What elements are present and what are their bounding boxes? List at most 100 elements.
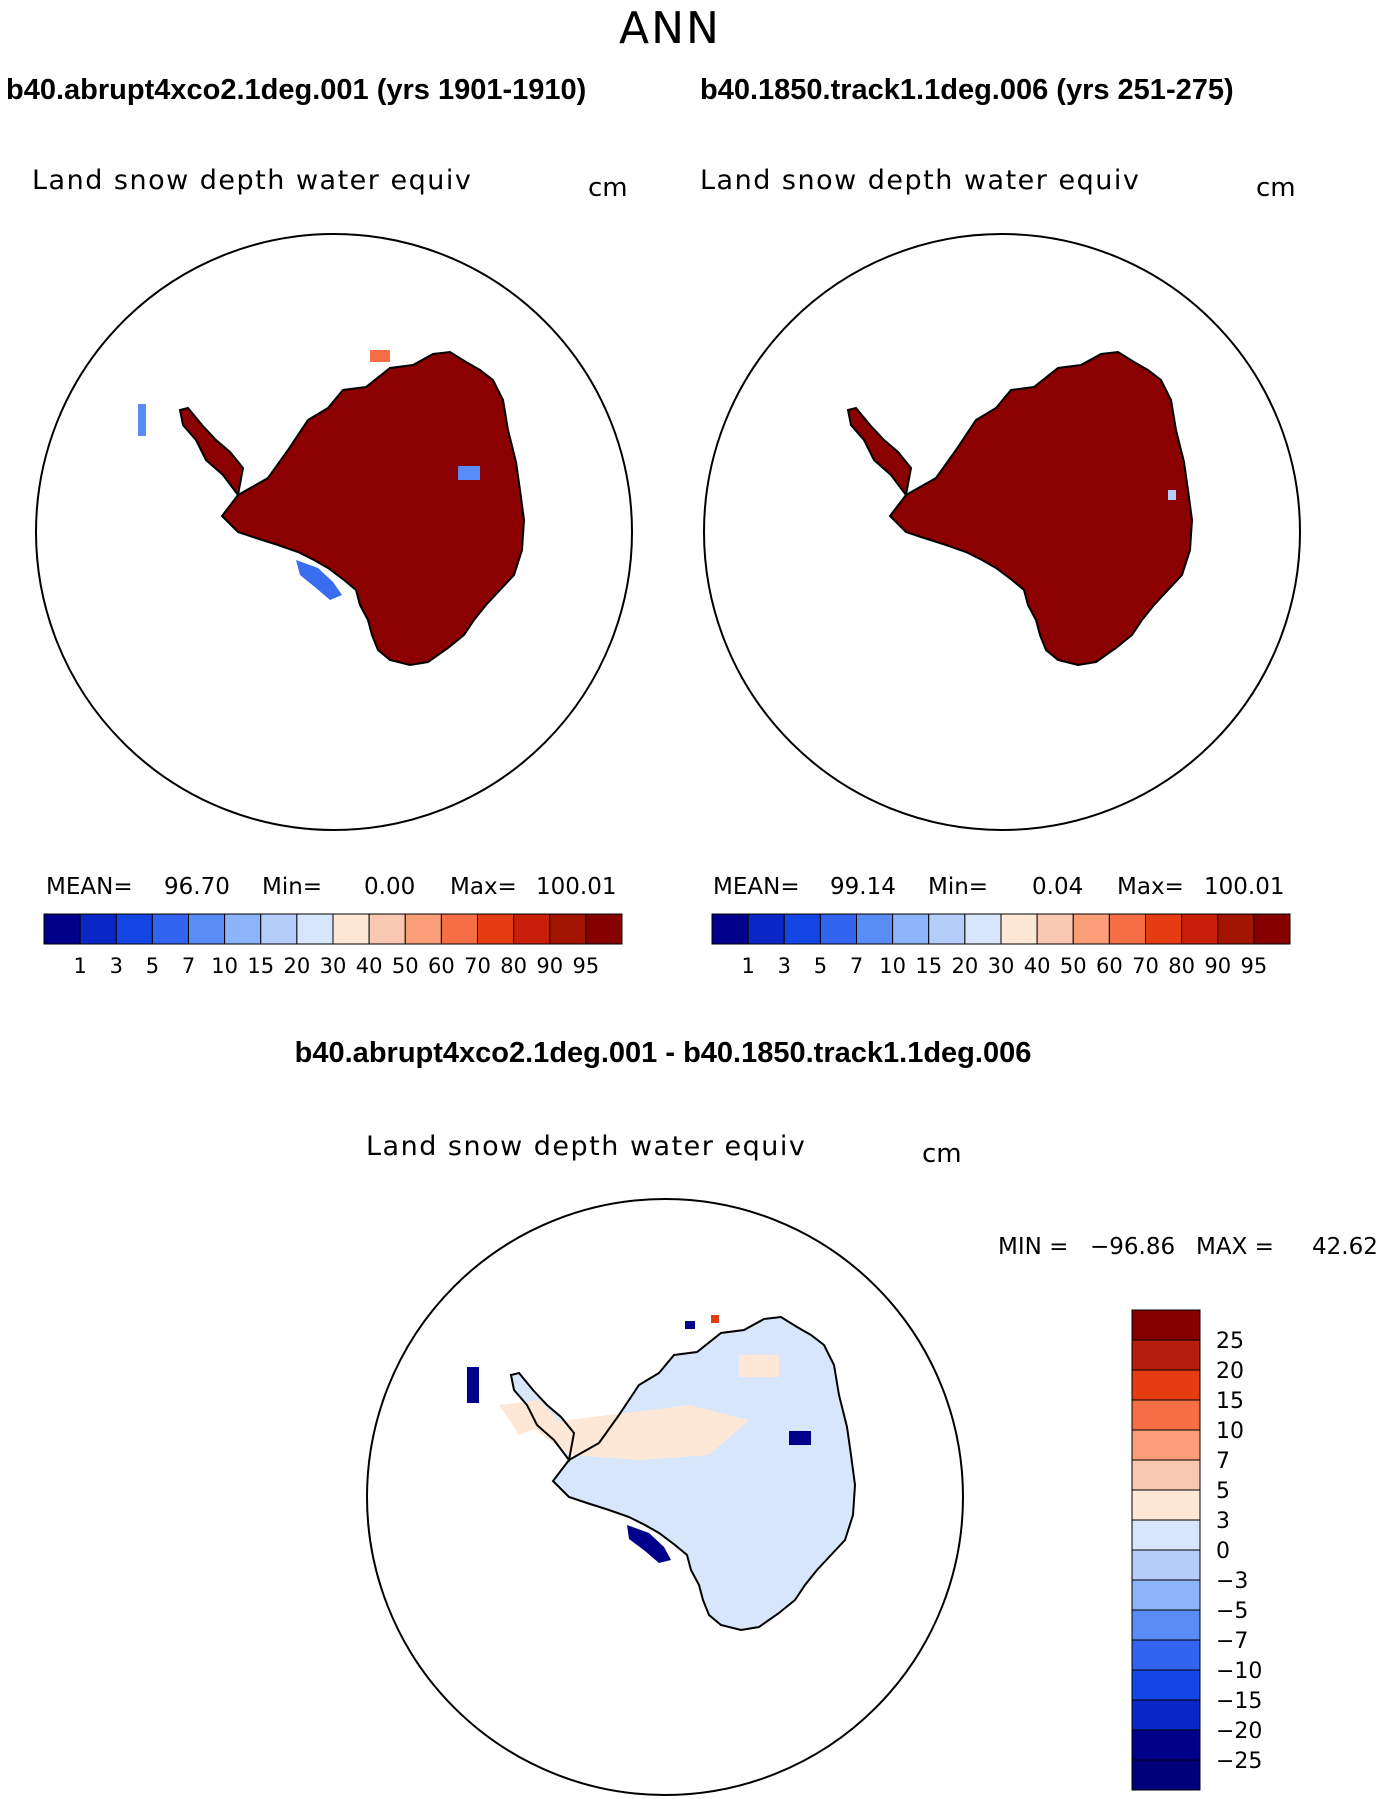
colorbar-tick-label: 5 — [814, 954, 827, 978]
colorbar-tick-label: 5 — [146, 954, 159, 978]
panel-difference: b40.abrupt4xco2.1deg.001 - b40.1850.trac… — [295, 1037, 1378, 1796]
colorbar-tick-label: 3 — [1216, 1509, 1230, 1534]
peninsula-blue-patch — [138, 404, 146, 436]
colorbar-tick-label: 30 — [988, 954, 1015, 978]
stats-max-label: Max= — [450, 874, 517, 900]
colorbar-tick-label: 15 — [1216, 1389, 1244, 1414]
colorbar-swatch — [1145, 913, 1183, 945]
units-label: cm — [922, 1139, 962, 1169]
colorbar-swatch — [1131, 1309, 1201, 1341]
colorbar-swatch — [1131, 1369, 1201, 1401]
stats-max-value: 100.01 — [1204, 874, 1284, 900]
colorbar-swatch — [1131, 1399, 1201, 1431]
colorbar-swatch — [1131, 1669, 1201, 1701]
units-label: cm — [1256, 173, 1296, 203]
stats-min-label: MIN = — [998, 1234, 1068, 1260]
colorbar-swatch — [1131, 1609, 1201, 1641]
stats-mean-label: MEAN= — [46, 874, 133, 900]
colorbar-swatch — [1131, 1429, 1201, 1461]
colorbar-tick-label: 80 — [500, 954, 527, 978]
colorbar-swatch — [188, 913, 226, 945]
colorbar-tick-label: −20 — [1216, 1719, 1262, 1744]
colorbar-swatch — [404, 913, 442, 945]
variable-label: Land snow depth water equiv — [700, 165, 1140, 196]
panel-top-right: b40.1850.track1.1deg.006 (yrs 251-275) L… — [700, 74, 1301, 978]
colorbar-swatch — [513, 913, 551, 945]
stats-min-label: Min= — [928, 874, 988, 900]
colorbar-abs-right: 1 3 5 7 10 15 20 30 40 50 60 70 80 90 95 — [711, 913, 1291, 978]
colorbar-swatch — [1000, 913, 1038, 945]
colorbar-swatch — [1131, 1519, 1201, 1551]
colorbar-tick-label: 10 — [211, 954, 238, 978]
peninsula-negative-patch — [467, 1367, 479, 1403]
colorbar-tick-label: 7 — [182, 954, 195, 978]
colorbar-swatch — [856, 913, 894, 945]
colorbar-tick-label: 20 — [1216, 1359, 1244, 1384]
colorbar-tick-label: 20 — [952, 954, 979, 978]
colorbar-swatch — [711, 913, 749, 945]
stats-min-value: 0.04 — [1032, 874, 1083, 900]
colorbar-tick-label: 95 — [1241, 954, 1268, 978]
colorbar-tick-label: 90 — [536, 954, 563, 978]
colorbar-swatch — [1072, 913, 1110, 945]
antarctica-snow-field — [138, 350, 525, 666]
coast-positive-patch — [711, 1315, 719, 1323]
colorbar-swatch — [1131, 1639, 1201, 1671]
colorbar-tick-label: 3 — [110, 954, 123, 978]
colorbar-tick-label: −10 — [1216, 1659, 1262, 1684]
colorbar-abs-left: 1 3 5 7 10 15 20 30 40 50 60 70 80 90 95 — [43, 913, 623, 978]
stats-mean-value: 99.14 — [830, 874, 896, 900]
colorbar-swatch — [260, 913, 298, 945]
colorbar-tick-label: 50 — [1060, 954, 1087, 978]
variable-label: Land snow depth water equiv — [32, 165, 472, 196]
colorbar-swatch — [1131, 1339, 1201, 1371]
colorbar-swatch — [1131, 1489, 1201, 1521]
colorbar-tick-label: −3 — [1216, 1569, 1248, 1594]
colorbar-swatch — [892, 913, 930, 945]
colorbar-tick-label: 40 — [1024, 954, 1051, 978]
colorbar-swatch — [224, 913, 262, 945]
colorbar-swatch — [1131, 1459, 1201, 1491]
colorbar-tick-label: 40 — [356, 954, 383, 978]
colorbar-tick-label: 3 — [778, 954, 791, 978]
stats-min-label: Min= — [262, 874, 322, 900]
stats-mean-value: 96.70 — [164, 874, 230, 900]
panel-top-left: b40.abrupt4xco2.1deg.001 (yrs 1901-1910)… — [6, 74, 633, 978]
colorbar-swatch — [332, 913, 370, 945]
colorbar-swatch — [964, 913, 1002, 945]
colorbar-tick-label: 50 — [392, 954, 419, 978]
colorbar-tick-label: 30 — [320, 954, 347, 978]
variable-label: Land snow depth water equiv — [366, 1131, 806, 1162]
colorbar-swatch — [819, 913, 857, 945]
colorbar-swatch — [1253, 913, 1291, 945]
coast-negative-patch — [789, 1431, 811, 1445]
coast-negative-patch — [685, 1321, 695, 1329]
stats-min-value: −96.86 — [1090, 1234, 1175, 1260]
colorbar-tick-label: 10 — [879, 954, 906, 978]
stats-mean-label: MEAN= — [713, 874, 800, 900]
colorbar-tick-label: 90 — [1204, 954, 1231, 978]
colorbar-tick-label: 7 — [850, 954, 863, 978]
colorbar-swatch — [1108, 913, 1146, 945]
ross-ice-shelf-negative-patch — [627, 1525, 671, 1563]
panel-title: b40.abrupt4xco2.1deg.001 - b40.1850.trac… — [295, 1037, 1032, 1069]
antarctica-snow-field — [847, 351, 1193, 666]
positive-diff-region — [739, 1355, 779, 1377]
stats-max-value: 100.01 — [536, 874, 616, 900]
stats-max-label: MAX = — [1196, 1234, 1274, 1260]
panel-title: b40.abrupt4xco2.1deg.001 (yrs 1901-1910) — [6, 74, 586, 106]
colorbar-tick-label: 15 — [247, 954, 274, 978]
colorbar-swatch — [368, 913, 406, 945]
colorbar-tick-label: 0 — [1216, 1539, 1230, 1564]
colorbar-tick-label: 10 — [1216, 1419, 1244, 1444]
colorbar-swatch — [440, 913, 478, 945]
colorbar-swatch — [585, 913, 623, 945]
positive-diff-region — [499, 1400, 559, 1435]
colorbar-tick-label: −5 — [1216, 1599, 1248, 1624]
colorbar-swatch — [928, 913, 966, 945]
antarctica-difference-field — [467, 1315, 856, 1631]
colorbar-swatch — [43, 913, 81, 945]
stats-max-value: 42.62 — [1312, 1234, 1378, 1260]
colorbar-swatch — [1217, 913, 1255, 945]
coast-orange-patch — [370, 350, 390, 362]
